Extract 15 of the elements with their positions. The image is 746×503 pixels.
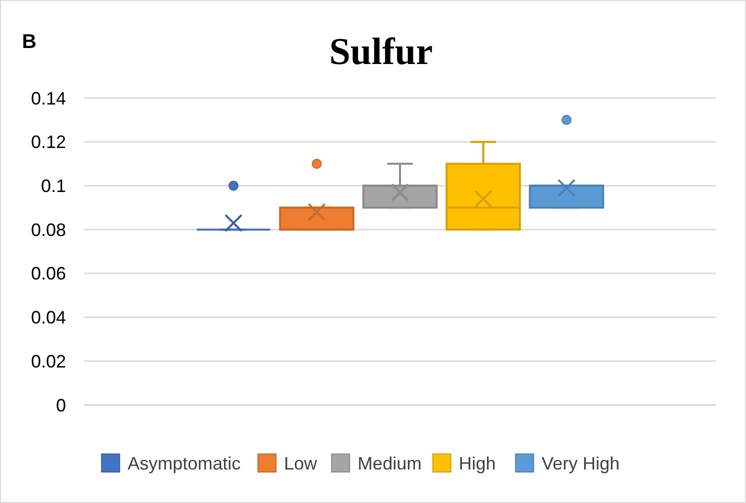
y-tick-label: 0.04 [30, 308, 66, 328]
y-tick-label: 0.1 [40, 176, 66, 196]
legend-label: High [458, 453, 496, 474]
text: B [22, 31, 36, 53]
legend-label: Asymptomatic [128, 453, 241, 474]
legend-label: Low [284, 453, 318, 474]
y-tick-label: 0.12 [30, 132, 66, 152]
chart-title: Sulfur [329, 31, 433, 73]
y-tick-label: 0.06 [30, 264, 66, 284]
y-tick-label: 0.02 [30, 351, 66, 372]
legend-label: Medium [358, 453, 422, 474]
y-tick-label: 0.08 [30, 220, 66, 240]
legend-label: Very High [542, 453, 620, 474]
y-tick-label: 0 [56, 395, 66, 416]
y-tick-label: 0.14 [30, 88, 66, 108]
